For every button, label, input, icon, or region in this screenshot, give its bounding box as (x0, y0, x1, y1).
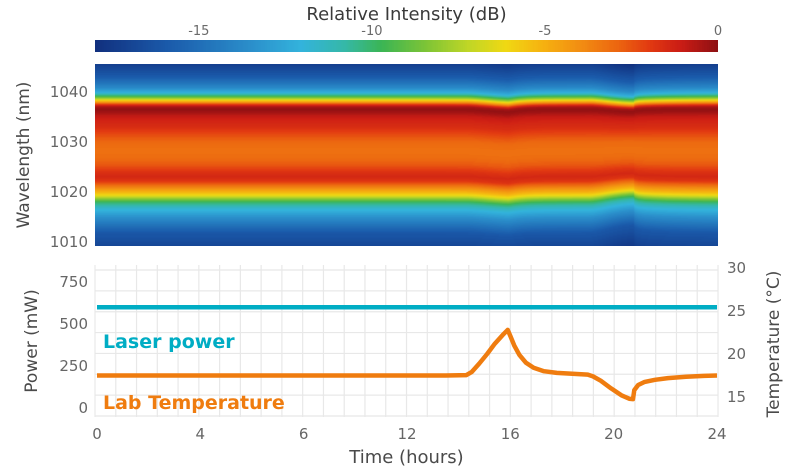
laser-power-series-label: Laser power (103, 331, 235, 353)
power-axis-label: Power (mW) (22, 289, 42, 393)
wavelength-tick-label: 1040 (49, 83, 88, 101)
time-tick-label: 0 (92, 425, 102, 443)
lab-temperature-line (97, 327, 718, 402)
time-tick-label: 24 (707, 425, 727, 443)
wavelength-tick-label: 1030 (49, 133, 88, 151)
time-tick-label: 12 (397, 425, 417, 443)
temperature-tick-label: 15 (727, 388, 747, 406)
power-tick-label: 250 (59, 357, 88, 375)
colorbar (95, 40, 718, 52)
time-tick-label: 4 (195, 425, 206, 443)
colorbar-tick-label: 0 (713, 24, 723, 39)
temperature-axis-label: Temperature (°C) (764, 270, 784, 418)
time-tick-label: 16 (500, 425, 520, 443)
colorbar-tick-label: -10 (361, 24, 383, 39)
colorbar-tick-label: -5 (538, 24, 552, 39)
power-tick-label: 500 (59, 315, 88, 333)
colorbar-tick-label: -15 (188, 24, 210, 39)
colorbar-title: Relative Intensity (dB) (306, 4, 507, 25)
lab-temperature-series-label: Lab Temperature (103, 392, 285, 414)
spectrogram-heatmap (95, 64, 718, 246)
time-tick-label: 20 (604, 425, 624, 443)
temperature-tick-label: 25 (727, 302, 747, 320)
power-tick-label: 0 (78, 399, 88, 417)
temperature-tick-label: 20 (727, 345, 747, 363)
time-tick-label: 6 (298, 425, 309, 443)
wavelength-tick-label: 1020 (49, 183, 88, 201)
wavelength-tick-label: 1010 (49, 233, 88, 251)
power-tick-label: 750 (59, 273, 88, 291)
time-axis-label: Time (hours) (349, 447, 464, 468)
temperature-tick-label: 30 (727, 259, 747, 277)
